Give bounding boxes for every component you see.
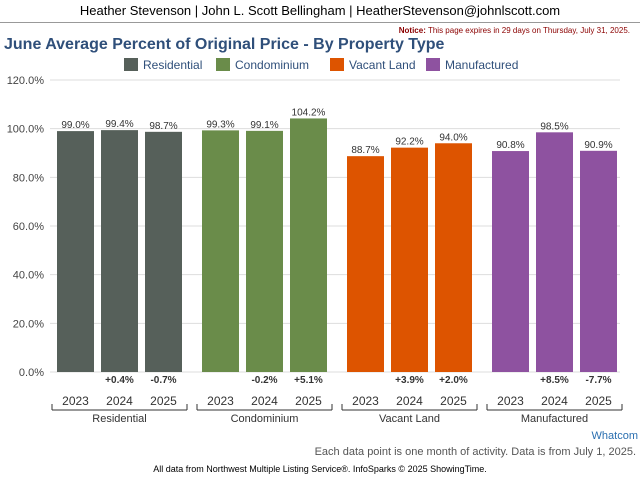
x-tick-label: 2024 xyxy=(396,394,423,408)
change-label: -7.7% xyxy=(585,375,611,386)
bar-value-label: 99.1% xyxy=(250,120,278,131)
bar xyxy=(202,130,239,372)
x-tick-label: 2025 xyxy=(440,394,467,408)
change-label: +5.1% xyxy=(294,375,323,386)
bar xyxy=(536,132,573,372)
agent-header: Heather Stevenson | John L. Scott Bellin… xyxy=(0,0,640,23)
y-tick-label: 100.0% xyxy=(7,124,45,136)
legend-swatch xyxy=(330,58,344,71)
x-tick-label: 2025 xyxy=(585,394,612,408)
x-tick-label: 2023 xyxy=(352,394,379,408)
y-tick-label: 0.0% xyxy=(19,367,44,379)
bar xyxy=(290,118,327,373)
legend-label: Manufactured xyxy=(445,58,518,72)
bar xyxy=(347,156,384,372)
change-label: +8.5% xyxy=(540,375,569,386)
group-label: Manufactured xyxy=(521,413,588,425)
x-tick-label: 2025 xyxy=(295,394,322,408)
change-label: +3.9% xyxy=(395,375,424,386)
bar-value-label: 98.5% xyxy=(540,121,568,132)
y-tick-label: 120.0% xyxy=(7,75,45,87)
bar-value-label: 99.4% xyxy=(105,119,133,130)
bar xyxy=(391,147,428,372)
legend-swatch xyxy=(426,58,440,71)
legend-label: Vacant Land xyxy=(349,58,416,72)
legend-swatch xyxy=(124,58,138,71)
x-tick-label: 2023 xyxy=(62,394,89,408)
chart-title: June Average Percent of Original Price -… xyxy=(4,36,445,53)
y-tick-label: 40.0% xyxy=(13,270,44,282)
x-tick-label: 2024 xyxy=(541,394,568,408)
x-tick-label: 2024 xyxy=(251,394,278,408)
data-note: Each data point is one month of activity… xyxy=(314,446,636,458)
region-link[interactable]: Whatcom xyxy=(591,430,638,442)
bar-value-label: 99.3% xyxy=(206,119,234,130)
bar-value-label: 90.9% xyxy=(584,140,612,151)
y-tick-label: 20.0% xyxy=(13,318,44,330)
bar-chart: 0.0% 20.0% 40.0% 60.0% 80.0% 100.0% 120.0% Resi… xyxy=(7,58,623,425)
group-label: Condominium xyxy=(231,413,299,425)
x-tick-label: 2023 xyxy=(497,394,524,408)
x-tick-label: 2024 xyxy=(106,394,133,408)
change-label: +2.0% xyxy=(439,375,468,386)
bar-value-label: 94.0% xyxy=(439,132,467,143)
legend-label: Residential xyxy=(143,58,202,72)
bar xyxy=(492,151,529,372)
bar-value-label: 92.2% xyxy=(395,137,423,148)
bar-value-label: 88.7% xyxy=(351,145,379,156)
bar xyxy=(246,130,283,372)
bar xyxy=(580,150,617,372)
source-note: All data from Northwest Multiple Listing… xyxy=(153,464,487,474)
change-label: +0.4% xyxy=(105,375,134,386)
notice-label: Notice: xyxy=(398,26,426,35)
bar-value-label: 90.8% xyxy=(496,140,524,151)
group-label: Vacant Land xyxy=(379,413,440,425)
bar-value-label: 104.2% xyxy=(292,107,326,118)
x-tick-label: 2025 xyxy=(150,394,177,408)
notice-text: This page expires in 29 days on Thursday… xyxy=(427,26,630,35)
legend-swatch xyxy=(216,58,230,71)
bar xyxy=(435,143,472,372)
x-tick-label: 2023 xyxy=(207,394,234,408)
y-tick-label: 60.0% xyxy=(13,221,44,233)
y-tick-label: 80.0% xyxy=(13,172,44,184)
group-label: Residential xyxy=(92,413,146,425)
bar xyxy=(57,131,94,372)
bar-value-label: 98.7% xyxy=(149,121,177,132)
bar-value-label: 99.0% xyxy=(61,120,89,131)
change-label: -0.2% xyxy=(251,375,277,386)
bar xyxy=(101,130,138,372)
legend-label: Condominium xyxy=(235,58,309,72)
change-label: -0.7% xyxy=(150,375,176,386)
expiry-notice: Notice: This page expires in 29 days on … xyxy=(399,26,630,35)
bar xyxy=(145,131,182,372)
